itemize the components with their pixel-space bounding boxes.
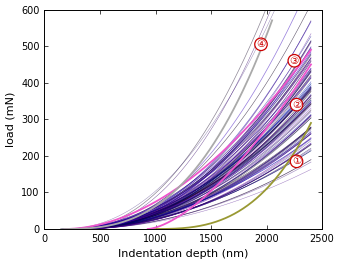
Text: ①: ① (292, 156, 301, 166)
X-axis label: Indentation depth (nm): Indentation depth (nm) (118, 249, 249, 259)
Text: ④: ④ (256, 39, 266, 49)
Y-axis label: load (mN): load (mN) (5, 92, 16, 147)
Text: ②: ② (292, 100, 301, 110)
Text: ③: ③ (290, 56, 299, 66)
